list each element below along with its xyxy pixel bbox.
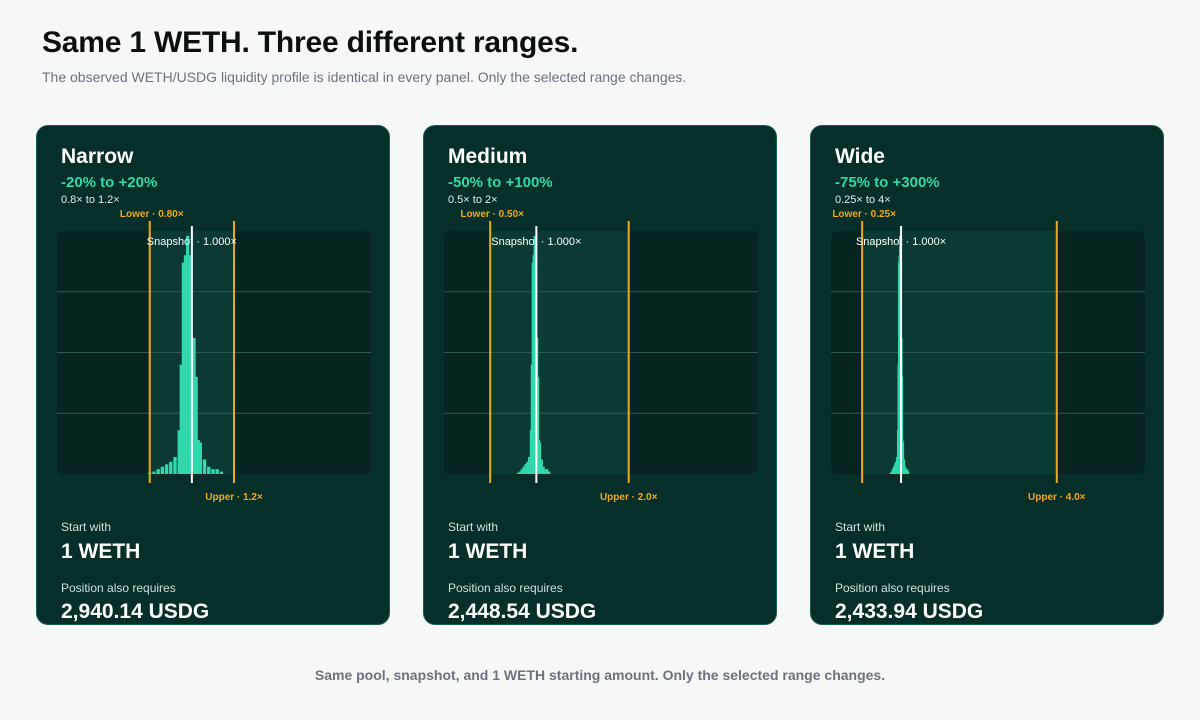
range-multiplier: 0.5× to 2× (448, 194, 498, 206)
requires-label: Position also requires (448, 581, 563, 595)
start-label: Start with (448, 520, 499, 534)
liquidity-bar (188, 255, 192, 474)
liquidity-bar (542, 466, 545, 474)
lower-bound-label: Lower · 0.25× (832, 209, 896, 220)
liquidity-bar (905, 469, 908, 474)
page-subtitle: The observed WETH/USDG liquidity profile… (42, 69, 687, 85)
snapshot-label: Snapshot · 1.000× (147, 236, 237, 248)
liquidity-chart: Lower · 0.80× Upper · 1.2× Snapshot · 1.00… (57, 209, 371, 503)
requires-label: Position also requires (835, 581, 950, 595)
liquidity-bar (904, 466, 907, 474)
snapshot-label: Snapshot · 1.000× (491, 236, 581, 248)
range-percent: -75% to +300% (835, 174, 940, 191)
range-multiplier: 0.25× to 4× (835, 194, 891, 206)
liquidity-bar (192, 337, 196, 474)
liquidity-bar (902, 442, 905, 474)
liquidity-bar (544, 469, 547, 474)
range-percent: -50% to +100% (448, 174, 553, 191)
liquidity-bar (539, 442, 542, 474)
range-multiplier: 0.8× to 1.2× (61, 194, 120, 206)
liquidity-bar (546, 469, 549, 474)
requires-value: 2,433.94 USDG (835, 600, 984, 623)
liquidity-bar (891, 469, 894, 474)
start-value: 1 WETH (835, 540, 915, 563)
panel-name: Wide (835, 145, 885, 168)
requires-label: Position also requires (61, 581, 176, 595)
liquidity-bar (894, 461, 897, 474)
liquidity-bar (211, 469, 215, 474)
liquidity-bar (907, 471, 910, 474)
liquidity-bar (524, 464, 527, 474)
liquidity-bar (215, 469, 219, 474)
liquidity-bar (522, 466, 525, 474)
requires-value: 2,448.54 USDG (448, 600, 597, 623)
panel-wide: Wide -75% to +300% 0.25× to 4× Start with 1 … (810, 125, 1164, 625)
range-percent: -20% to +20% (61, 174, 158, 191)
lower-bound-label: Lower · 0.50× (460, 209, 524, 220)
liquidity-bar (906, 469, 909, 474)
panel-narrow: Narrow -20% to +20% 0.8× to 1.2× Start with… (36, 125, 390, 625)
liquidity-bar (194, 376, 198, 474)
liquidity-bar (156, 469, 160, 474)
liquidity-bar (895, 456, 898, 474)
liquidity-bar (173, 456, 177, 474)
liquidity-bar (518, 471, 521, 474)
panel-name: Medium (448, 145, 528, 168)
liquidity-bar (179, 364, 184, 474)
panel-medium: Medium -50% to +100% 0.5× to 2× Start with 1… (423, 125, 777, 625)
start-value: 1 WETH (61, 540, 141, 563)
liquidity-bar (890, 471, 893, 474)
footer-note: Same pool, snapshot, and 1 WETH starting… (314, 667, 886, 683)
panel-name: Narrow (61, 145, 134, 168)
start-label: Start with (835, 520, 886, 534)
liquidity-bar (527, 456, 530, 474)
liquidity-bar (202, 459, 207, 474)
liquidity-chart: Lower · 0.50× Upper · 2.0× Snapshot · 1.00… (444, 209, 758, 503)
upper-bound-label: Upper · 1.2× (205, 492, 263, 503)
liquidity-bar (152, 471, 156, 474)
liquidity-bar (526, 461, 529, 474)
liquidity-bar (548, 471, 551, 474)
liquidity-bar (160, 466, 165, 474)
liquidity-bar (540, 459, 543, 474)
liquidity-bar (185, 235, 190, 474)
liquidity-bar (219, 471, 224, 474)
liquidity-bar (183, 255, 188, 474)
liquidity-bar (903, 459, 906, 474)
liquidity-bar (198, 442, 202, 474)
liquidity-bar (196, 439, 200, 474)
lower-bound-label: Lower · 0.80× (120, 209, 184, 220)
liquidity-bar (169, 461, 173, 474)
start-label: Start with (61, 520, 112, 534)
liquidity-bar (901, 376, 904, 474)
liquidity-bar (520, 469, 523, 474)
liquidity-bar (181, 262, 186, 474)
liquidity-bar (177, 430, 181, 474)
liquidity-bar (893, 464, 896, 474)
requires-value: 2,940.14 USDG (61, 600, 210, 623)
snapshot-label: Snapshot · 1.000× (856, 236, 946, 248)
liquidity-bar (207, 466, 211, 474)
liquidity-bar (516, 472, 519, 474)
liquidity-bar (889, 472, 892, 474)
upper-bound-label: Upper · 2.0× (600, 492, 658, 503)
liquidity-bar (892, 466, 895, 474)
liquidity-chart: Lower · 0.25× Upper · 4.0× Snapshot · 1.00… (831, 209, 1145, 503)
upper-bound-label: Upper · 4.0× (1028, 492, 1086, 503)
start-value: 1 WETH (448, 540, 528, 563)
liquidity-bar (164, 464, 169, 474)
liquidity-bar (537, 376, 540, 474)
page-title: Same 1 WETH. Three different ranges. (42, 26, 579, 59)
